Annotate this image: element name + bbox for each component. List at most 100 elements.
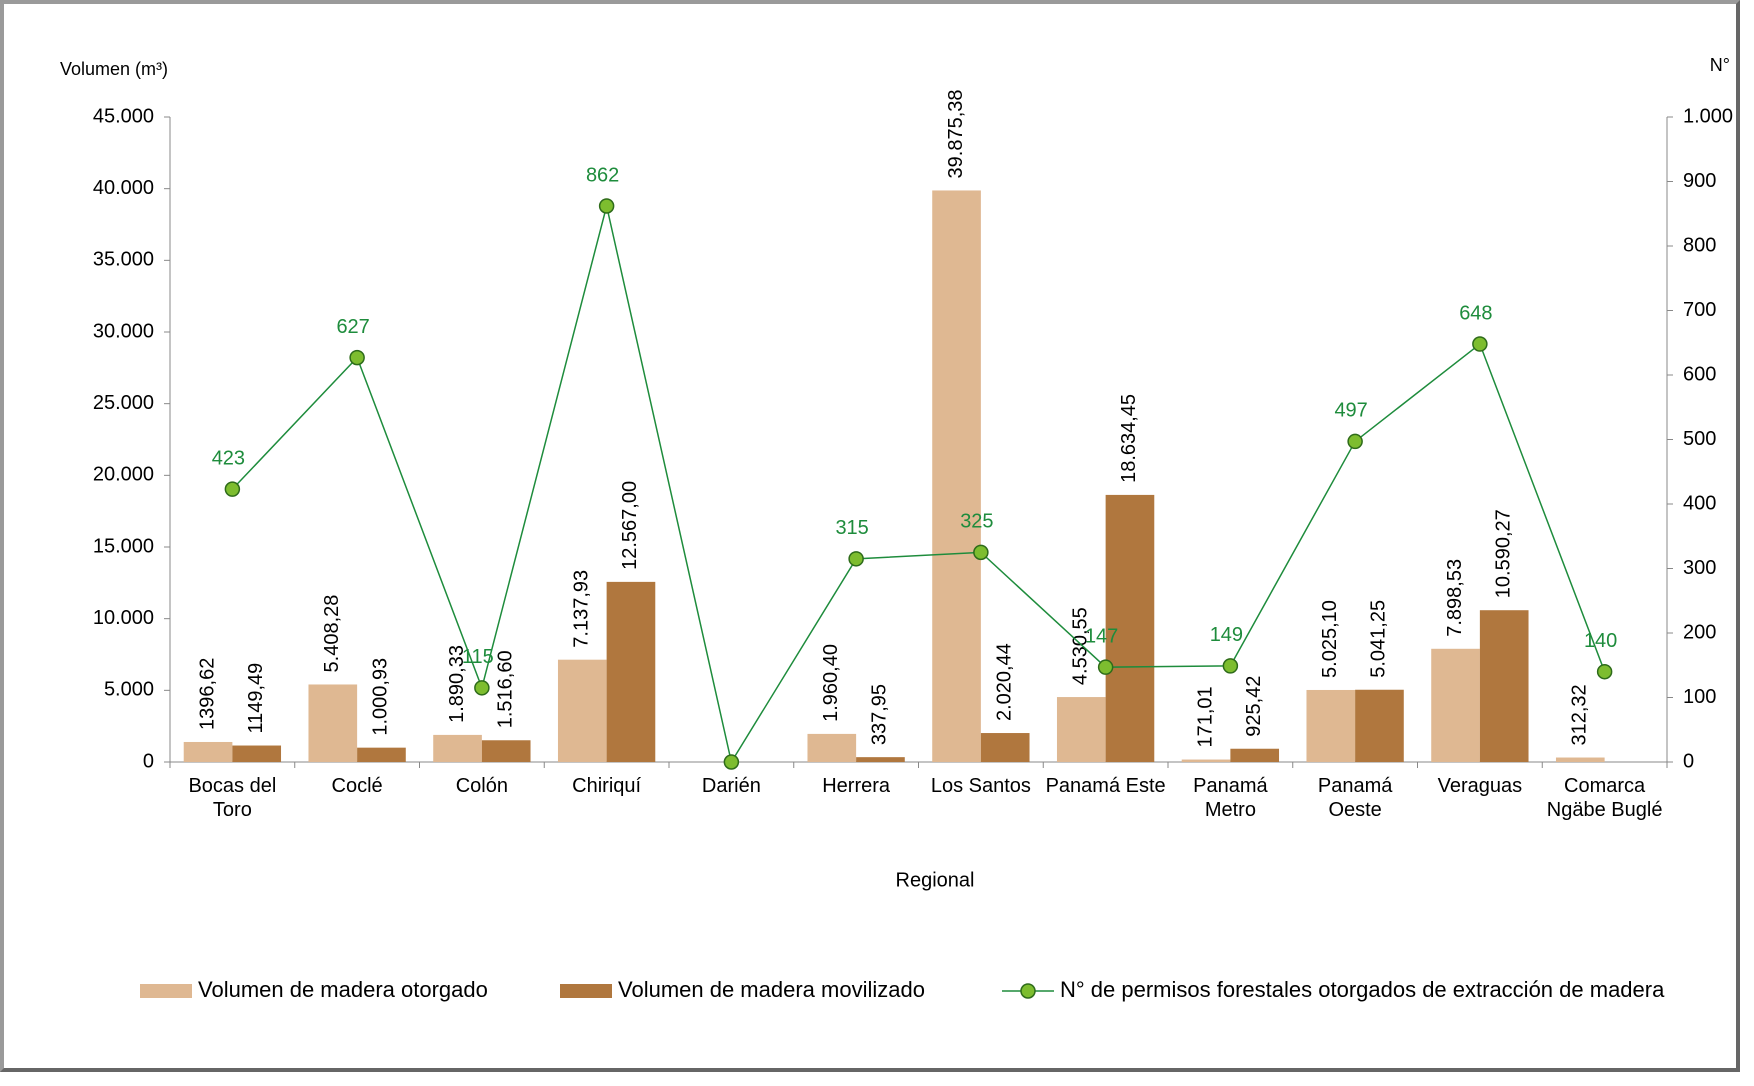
line-marker xyxy=(1097,659,1114,675)
bar xyxy=(932,190,981,762)
x-tick-label: Panamá Oeste xyxy=(1317,775,1393,821)
bar xyxy=(1555,757,1605,762)
y-tick-label: 35.000 xyxy=(93,249,154,271)
x-tick-label: Comarca Ngäbe Buglé xyxy=(1546,775,1663,821)
x-tick-label: Darién xyxy=(701,775,761,797)
x-tick-label: Los Santos xyxy=(930,775,1031,797)
x-tick-label: Veraguas xyxy=(1437,775,1523,797)
y-tick-label: 5.000 xyxy=(104,679,154,701)
line-value-label: 140 xyxy=(1584,630,1617,652)
y2-tick-label: 800 xyxy=(1683,234,1716,256)
y2-tick-label: 600 xyxy=(1683,363,1716,385)
y-tick-label: 45.000 xyxy=(93,105,154,127)
bar-value-label: 925,42 xyxy=(1243,676,1265,737)
bar xyxy=(807,733,857,762)
line-value-label: 862 xyxy=(586,164,619,186)
bar xyxy=(481,740,531,762)
bar-value-label: 5.025,10 xyxy=(1319,600,1341,678)
line-marker xyxy=(1347,433,1363,450)
line-value-label: 149 xyxy=(1210,624,1243,646)
y-tick-label: 0 xyxy=(143,750,154,772)
line-value-label: 325 xyxy=(960,511,993,533)
y-tick-label: 15.000 xyxy=(93,535,154,557)
bar-value-label: 1.890,33 xyxy=(446,645,468,723)
bar-value-label: 10.590,27 xyxy=(1492,509,1514,598)
bar-value-label: 7.898,53 xyxy=(1444,559,1466,637)
y-axis-label: Volumen (m³) xyxy=(60,59,168,79)
bar-value-label: 2.020,44 xyxy=(993,643,1015,721)
bar-value-label: 12.567,00 xyxy=(619,481,641,570)
y2-tick-label: 500 xyxy=(1683,428,1716,450)
line-value-label: 147 xyxy=(1085,625,1118,647)
bar-value-label: 1.516,60 xyxy=(494,650,516,728)
y2-tick-label: 700 xyxy=(1683,299,1716,321)
line-value-label: 423 xyxy=(212,447,245,469)
legend-marker xyxy=(1020,983,1036,999)
y2-tick-label: 200 xyxy=(1683,621,1716,643)
x-tick-label: Panamá Metro xyxy=(1193,775,1268,821)
bar-value-label: 1.960,40 xyxy=(820,644,842,722)
bar xyxy=(1479,610,1529,762)
line-marker xyxy=(349,349,365,366)
bar-value-label: 39.875,38 xyxy=(945,89,967,178)
bar xyxy=(1431,648,1480,762)
line-marker xyxy=(1596,663,1613,680)
bar xyxy=(557,659,607,762)
bar xyxy=(606,581,656,762)
legend-label: Volumen de madera movilizado xyxy=(618,977,925,1002)
line-value-label: 627 xyxy=(336,316,369,338)
y2-tick-label: 400 xyxy=(1683,492,1716,514)
y2-tick-label: 300 xyxy=(1683,557,1716,579)
y-tick-label: 30.000 xyxy=(93,320,154,342)
y-tick-label: 10.000 xyxy=(93,607,154,629)
bar xyxy=(1181,759,1231,762)
line-marker xyxy=(723,754,740,770)
x-axis-label: Regional xyxy=(896,869,975,891)
legend-label: N° de permisos forestales otorgados de e… xyxy=(1060,977,1665,1002)
line-marker xyxy=(224,481,241,497)
bar xyxy=(357,747,406,762)
bar xyxy=(1230,748,1280,762)
legend-label: Volumen de madera otorgado xyxy=(198,977,488,1002)
y-tick-label: 40.000 xyxy=(93,177,154,199)
legend-swatch xyxy=(560,984,612,998)
bar-value-label: 4.530,55 xyxy=(1070,607,1092,685)
bar xyxy=(433,734,482,762)
bar xyxy=(232,745,282,762)
bar-value-label: 1.000,93 xyxy=(370,658,392,736)
bar-value-label: 1396,62 xyxy=(196,658,218,730)
bar-value-label: 312,32 xyxy=(1569,684,1591,745)
line-marker xyxy=(973,544,989,561)
bar xyxy=(1105,494,1155,762)
legend-swatch xyxy=(140,984,192,998)
line-value-label: 497 xyxy=(1334,400,1367,422)
bar xyxy=(1355,689,1404,762)
y2-tick-label: 1.000 xyxy=(1683,105,1733,127)
frame xyxy=(0,0,1740,1072)
x-tick-label: Herrera xyxy=(822,775,891,797)
bar-value-label: 1149,49 xyxy=(245,663,267,734)
y-tick-label: 25.000 xyxy=(93,392,154,414)
line-value-label: 315 xyxy=(835,517,868,539)
y2-axis-label: N° xyxy=(1710,55,1730,75)
line-value-label: 115 xyxy=(462,646,494,668)
bar xyxy=(308,684,358,762)
bar-value-label: 337,95 xyxy=(869,684,891,745)
y2-tick-label: 0 xyxy=(1683,750,1694,772)
x-tick-label: Chiriquí xyxy=(572,775,642,797)
line xyxy=(231,205,1606,764)
line-marker xyxy=(598,198,615,214)
bar-value-label: 5.041,25 xyxy=(1368,600,1390,678)
x-tick-label: Bocas del Toro xyxy=(188,775,277,821)
line-marker xyxy=(1472,336,1488,352)
bar-value-label: 5.408,28 xyxy=(321,595,343,673)
x-tick-label: Panamá Este xyxy=(1045,775,1166,797)
x-tick-label: Colón xyxy=(455,775,508,797)
y2-tick-label: 900 xyxy=(1683,170,1716,192)
y2-tick-label: 100 xyxy=(1683,686,1716,708)
bar xyxy=(856,757,905,762)
line-marker xyxy=(474,680,490,696)
y-tick-label: 20.000 xyxy=(93,464,154,486)
